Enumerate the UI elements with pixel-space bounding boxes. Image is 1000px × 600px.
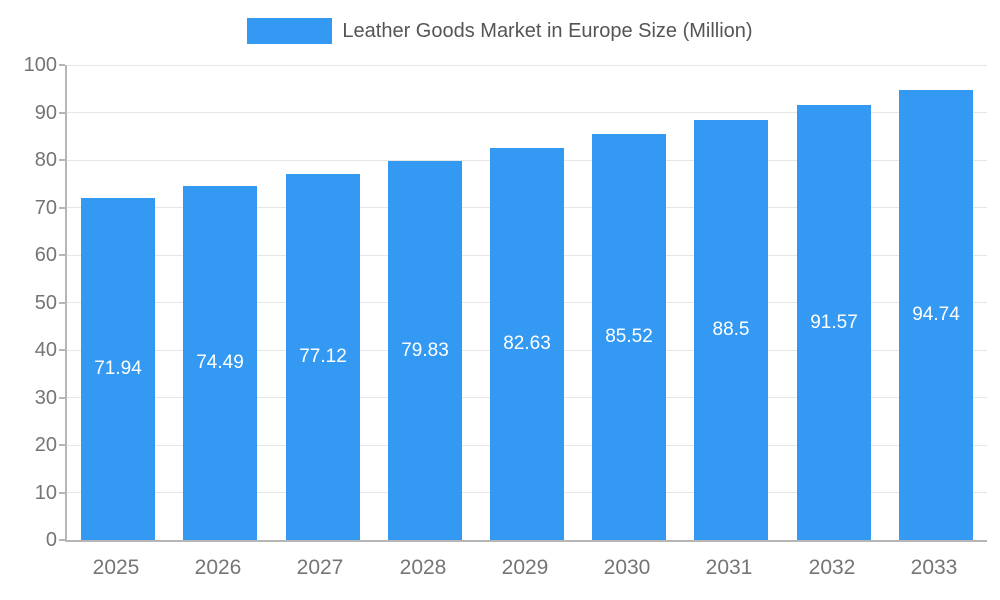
bar-2030[interactable]: 85.52 bbox=[592, 134, 666, 540]
bar-value-label: 94.74 bbox=[912, 304, 960, 325]
y-tick-mark bbox=[59, 396, 65, 399]
x-axis-tick-label-2030: 2030 bbox=[603, 556, 651, 579]
x-axis-tick-label-2032: 2032 bbox=[808, 556, 856, 579]
y-tick-mark bbox=[59, 111, 65, 114]
bar-2027[interactable]: 77.12 bbox=[286, 174, 360, 540]
x-axis-tick-label-2033: 2033 bbox=[910, 556, 958, 579]
plot-area: 71.94 74.49 77.12 79.83 82.63 85.52 88.5 91.57 9… bbox=[65, 64, 987, 542]
x-axis-tick-label-2031: 2031 bbox=[705, 556, 753, 579]
y-axis-tick-label: 70 bbox=[34, 196, 57, 219]
y-axis-tick-label: 100 bbox=[23, 54, 57, 76]
y-tick-mark bbox=[59, 491, 65, 494]
chart-title: Leather Goods Market in Europe Size (Mil… bbox=[342, 19, 753, 42]
y-tick-mark bbox=[59, 539, 65, 541]
y-axis-tick-label: 50 bbox=[34, 291, 57, 314]
y-axis-tick-label: 40 bbox=[34, 339, 57, 361]
x-axis-tick-label-2027: 2027 bbox=[296, 556, 344, 579]
y-axis-tick-label: 60 bbox=[34, 244, 57, 266]
bar-2029[interactable]: 82.63 bbox=[490, 148, 564, 540]
y-tick-mark bbox=[59, 254, 65, 256]
bar-value-label: 85.52 bbox=[605, 326, 653, 347]
legend-swatch bbox=[247, 18, 333, 44]
x-axis-tick-label-2026: 2026 bbox=[194, 556, 242, 579]
y-axis-tick-label: 0 bbox=[45, 529, 57, 551]
bar-2028[interactable]: 79.83 bbox=[388, 161, 462, 540]
y-axis-tick-label: 20 bbox=[34, 434, 57, 456]
bar-value-label: 88.5 bbox=[712, 319, 750, 340]
bar-value-label: 91.57 bbox=[810, 311, 858, 333]
x-axis-tick-label-2029: 2029 bbox=[501, 556, 549, 579]
y-tick-mark bbox=[59, 301, 65, 304]
y-tick-mark bbox=[59, 349, 65, 351]
bar-value-label: 79.83 bbox=[401, 339, 449, 361]
y-tick-mark bbox=[59, 444, 65, 446]
y-axis-tick-label: 30 bbox=[34, 386, 57, 409]
bar-2033[interactable]: 94.74 bbox=[899, 90, 973, 540]
bar-2032[interactable]: 91.57 bbox=[797, 105, 871, 540]
x-axis-tick-label-2025: 2025 bbox=[92, 556, 140, 579]
bar-value-label: 74.49 bbox=[196, 352, 244, 373]
bar-value-label: 71.94 bbox=[94, 358, 142, 379]
gridline-y-90 bbox=[67, 112, 987, 113]
y-axis-tick-label: 90 bbox=[34, 101, 57, 124]
bar-2026[interactable]: 74.49 bbox=[183, 186, 257, 540]
y-axis-tick-label: 80 bbox=[34, 149, 57, 171]
y-tick-mark bbox=[59, 206, 65, 209]
y-tick-mark bbox=[59, 64, 65, 66]
bar-2031[interactable]: 88.5 bbox=[694, 120, 768, 540]
y-tick-mark bbox=[59, 159, 65, 161]
bar-value-label: 82.63 bbox=[503, 333, 551, 354]
bar-2025[interactable]: 71.94 bbox=[81, 198, 155, 540]
bar-value-label: 77.12 bbox=[299, 346, 347, 367]
y-axis-tick-label: 10 bbox=[34, 481, 57, 504]
chart-legend: Leather Goods Market in Europe Size (Mil… bbox=[0, 16, 1000, 46]
x-axis-tick-label-2028: 2028 bbox=[399, 556, 447, 579]
gridline-y-100 bbox=[67, 64, 987, 66]
